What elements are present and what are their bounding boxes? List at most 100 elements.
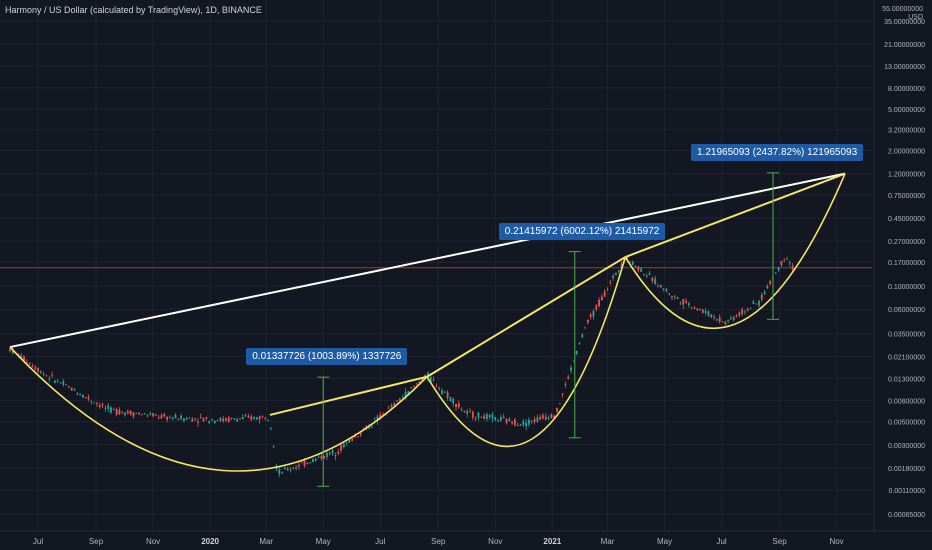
time-tick-label: Nov [829,537,843,546]
candle-body [160,415,163,419]
candle-body [502,416,505,419]
candle-body [612,275,615,279]
candle-body [668,293,671,295]
candle-body [727,320,730,322]
candle-body [735,315,738,317]
candle-body [340,444,342,451]
candle-body [272,446,275,448]
candle-body [309,462,312,464]
candle-body [239,418,241,420]
candle-body [606,289,609,291]
price-tick-label: 8.00000000 [888,86,925,93]
candle-body [68,386,70,388]
candle-body [135,413,138,415]
candle-body [312,459,314,463]
candle-body [59,382,62,384]
candle-body [407,390,410,394]
candle-body [550,414,553,418]
candle-body [79,394,82,396]
candle-body [93,402,96,404]
candle-body [746,308,749,311]
cup-curve-3 [624,173,846,329]
candle-body [460,409,463,411]
measure-label-3[interactable]: 1.21965093 (2437.82%) 121965093 [691,143,864,161]
candle-body [132,412,135,417]
measure-label-2[interactable]: 0.21415972 (6002.12%) 21415972 [498,222,666,240]
candle-body [446,392,449,398]
candle-body [20,355,23,359]
price-tick-label: 0.06000000 [888,307,925,314]
candle-body [87,397,90,400]
price-tick-label: 13.00000000 [884,64,925,71]
candle-body [530,420,533,422]
candle-body [166,416,168,420]
candle-body [514,419,516,426]
candle-body [575,350,578,355]
candle-body [595,305,598,310]
candle-body [241,417,244,420]
candle-body [359,432,362,435]
candle-body [547,417,550,419]
candle-body [284,467,286,469]
candle-body [180,415,183,419]
candle-body [410,387,413,389]
candle-body [404,391,407,399]
candle-body [544,416,547,420]
candle-body [320,456,323,459]
candle-body [780,260,783,266]
candle-body [51,374,53,376]
candle-body [586,319,589,323]
candle-body [37,367,39,372]
candle-body [564,384,567,385]
candle-body [609,281,612,283]
candle-body [101,403,104,406]
candle-body [348,439,351,443]
candle-body [76,393,79,395]
measure-label-1[interactable]: 0.01337726 (1003.89%) 1337726 [246,348,408,366]
candle-body [281,472,283,473]
candle-body [233,418,236,420]
candle-body [247,415,250,418]
candle-body [213,420,216,424]
candle-body [581,334,584,338]
candle-body [351,438,354,441]
candle-body [539,416,542,420]
candle-body [421,378,424,381]
candle-body [744,311,746,313]
candle-body [70,387,73,391]
candle-body [211,419,213,421]
candle-body [390,404,393,408]
candle-body [671,295,673,298]
price-tick-label: 0.00110000 [889,488,926,495]
candle-body [177,419,180,420]
price-tick-label: 0.00300000 [888,443,925,450]
candle-body [522,421,525,426]
time-tick-label: Jul [33,537,43,546]
candle-body [741,309,744,315]
rising-line-3 [624,172,846,258]
candle-body [603,291,606,297]
candle-body [457,403,460,408]
candle-body [42,373,45,375]
time-tick-label: Sep [431,537,446,546]
candle-body [356,436,359,438]
candle-body [278,469,281,475]
candle-body [500,416,502,421]
candle-body [269,427,272,429]
candle-body [752,301,755,304]
candle-body [413,386,415,388]
candle-body [699,309,701,310]
candle-body [665,289,668,292]
candle-body [328,452,331,454]
candle-body [648,273,651,275]
candle-body [387,407,390,409]
candle-body [659,284,662,288]
candle-body [570,367,572,371]
candle-body [62,381,65,385]
price-tick-label: 0.17000000 [888,260,925,267]
candle-body [197,421,199,423]
candle-body [710,314,713,318]
